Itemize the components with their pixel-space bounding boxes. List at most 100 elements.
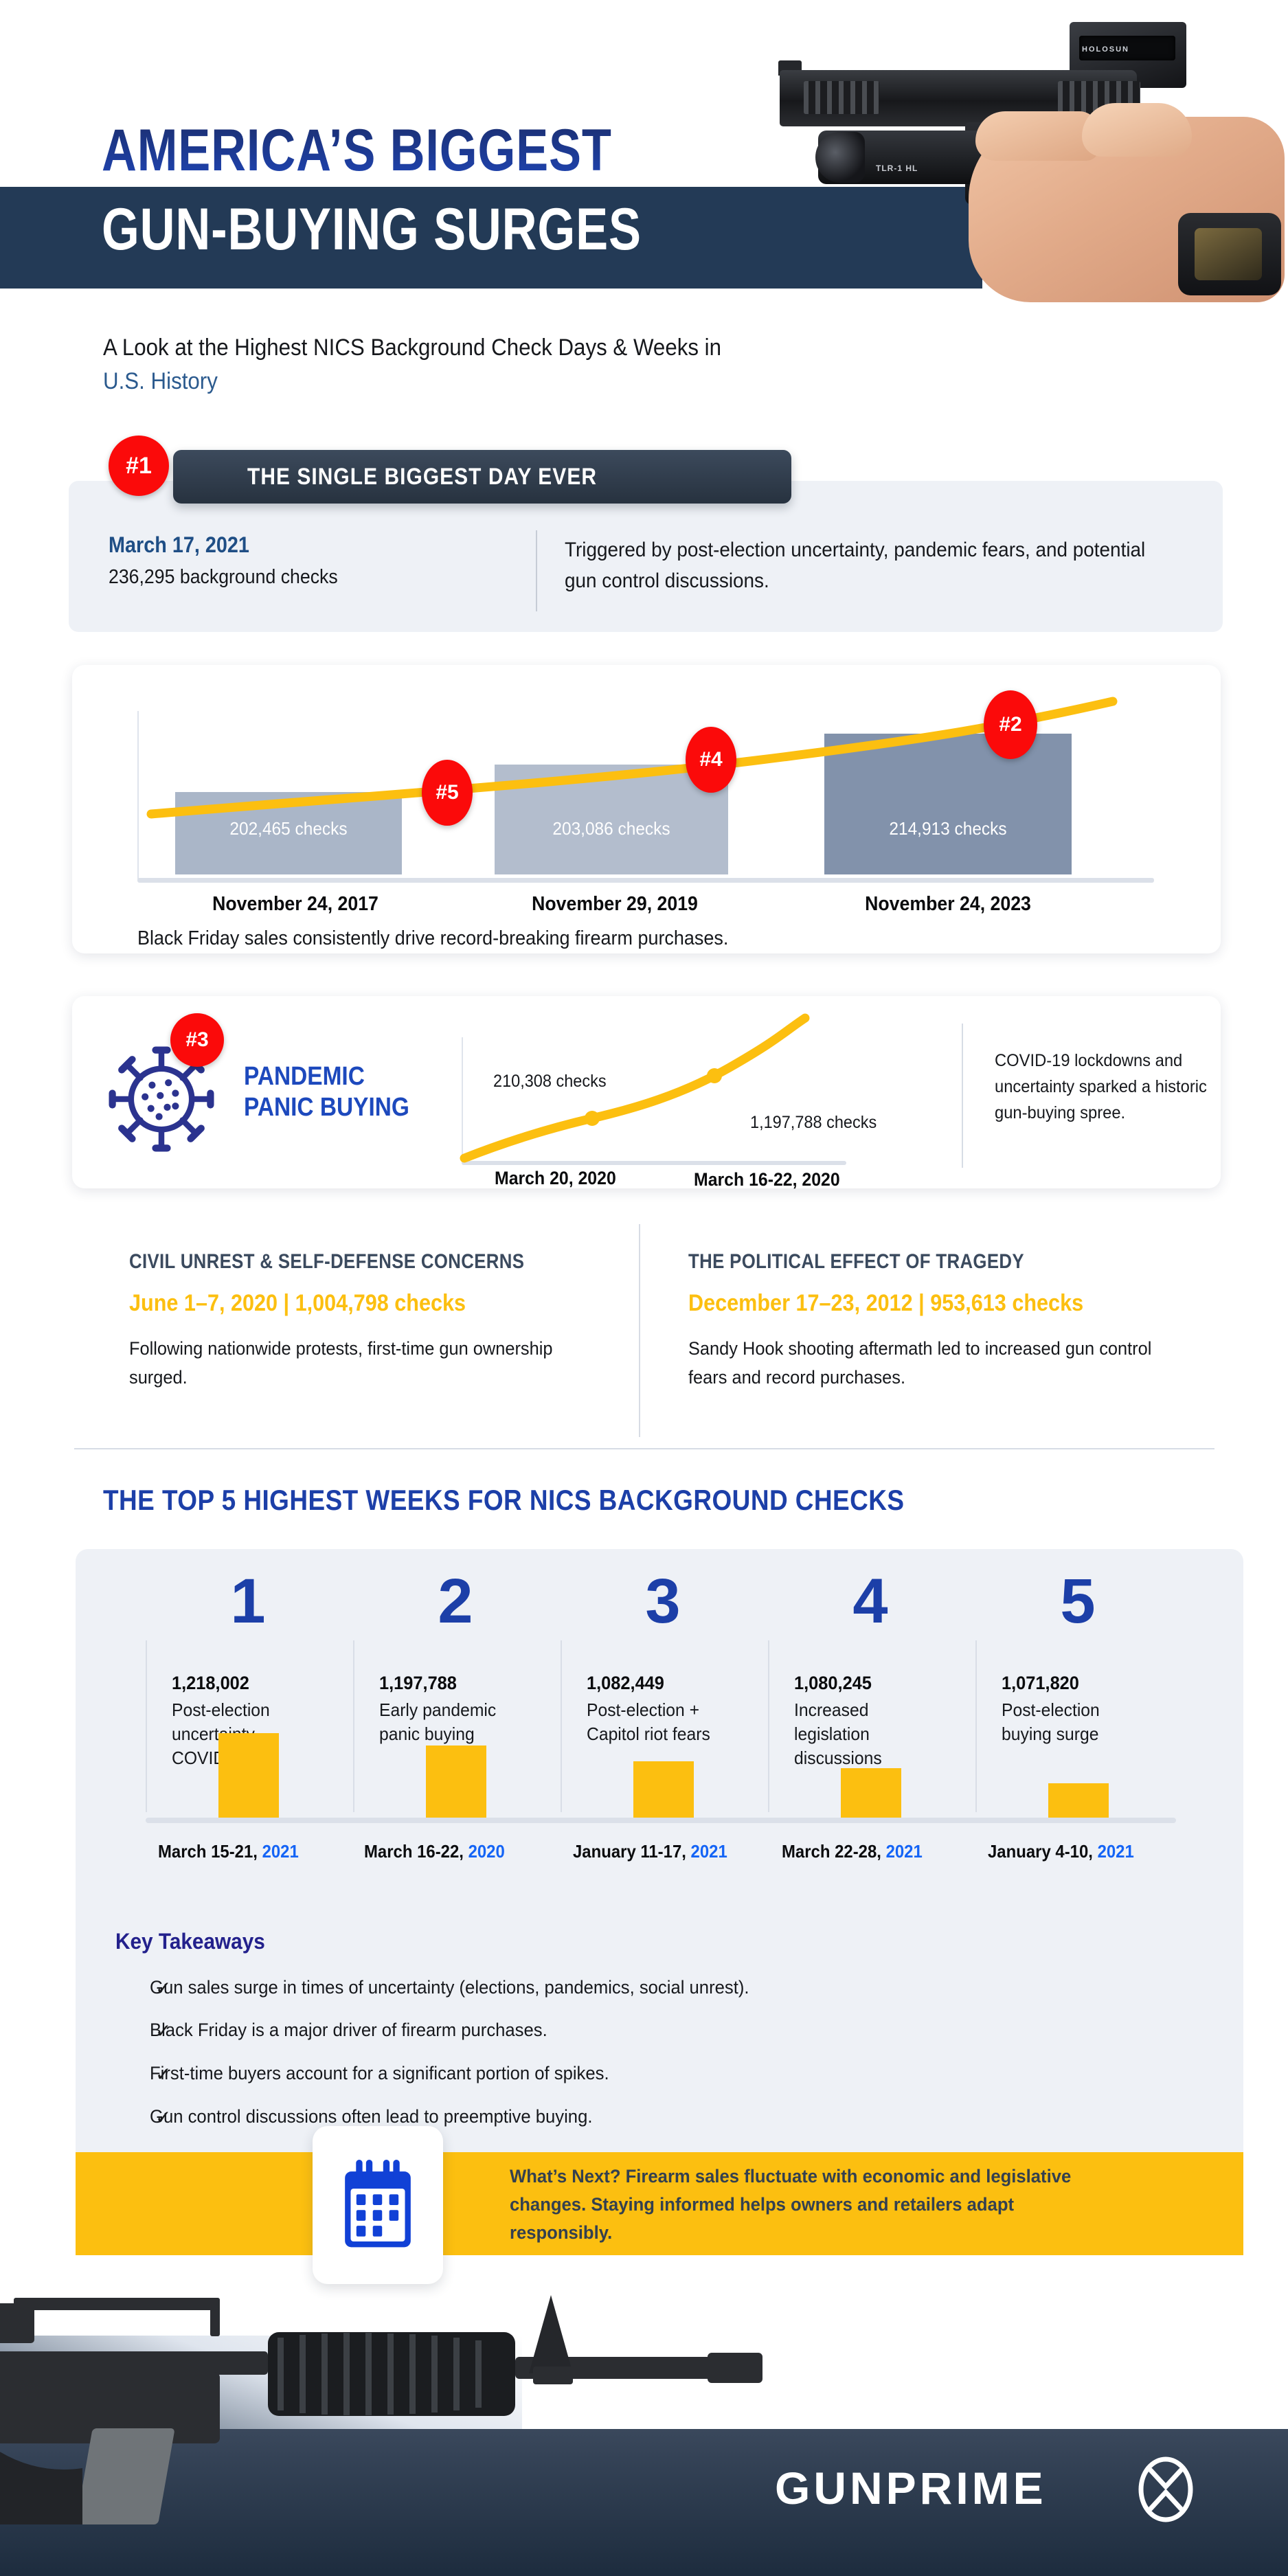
rank-badge-4: #4 (686, 727, 736, 793)
section-rule (74, 1448, 1214, 1449)
top5-value: 1,080,245 (794, 1673, 872, 1693)
column-political-effect-heading: THE POLITICAL EFFECT OF TRAGEDY (688, 1250, 1024, 1273)
top5-date-label: March 15-21, 2021 (158, 1841, 299, 1862)
single-biggest-day-header-label: THE SINGLE BIGGEST DAY EVER (247, 463, 598, 490)
black-friday-chart: 202,465 checks 203,086 checks 214,913 chec… (137, 697, 1154, 883)
column-civil-unrest: CIVIL UNREST & SELF-DEFENSE CONCERNS Jun… (129, 1250, 624, 1392)
single-biggest-day-date: March 17, 2021 (109, 532, 249, 557)
top5-date-label: January 4-10, 2021 (988, 1841, 1134, 1862)
thumb (1082, 103, 1192, 157)
coronavirus-icon (109, 1046, 214, 1152)
top5-rank-cell: 3 (559, 1570, 767, 1633)
rank-badge-3: #3 (170, 1013, 224, 1067)
wristwatch (1178, 213, 1281, 295)
top5-date-year: 2021 (885, 1841, 923, 1862)
black-friday-date-label: November 24, 2017 (212, 893, 379, 915)
top5-date-label: March 22-28, 2021 (782, 1841, 923, 1862)
footer-bar (0, 2429, 1288, 2576)
calendar-icon (345, 2159, 411, 2248)
pandemic-divider (962, 1024, 963, 1168)
check-icon: ✓ (155, 2020, 172, 2042)
single-biggest-day-description: Triggered by post-election uncertainty, … (565, 539, 1146, 592)
pandemic-chart (460, 1013, 846, 1165)
top5-rank-cell: 2 (352, 1570, 559, 1633)
key-takeaway-item: Black Friday is a major driver of firear… (150, 2020, 547, 2040)
top5-description: Early pandemic panic buying (379, 1699, 497, 1744)
whats-next-banner (76, 2152, 1243, 2255)
pandemic-x-axis (462, 1161, 846, 1165)
single-biggest-day-left: March 17, 2021 236,295 background checks (109, 532, 493, 589)
pandemic-date-2: March 16-22, 2020 (694, 1169, 840, 1190)
top5-x-axis (146, 1818, 1176, 1823)
hero-section: HOLOSUN TLR-1 HL AMERICA’S BIGGEST GUN-B… (0, 0, 1288, 323)
top5-value: 1,218,002 (172, 1673, 249, 1693)
top5-date-label: January 11-17, 2021 (573, 1841, 727, 1862)
optic-brand-label: HOLOSUN (1082, 45, 1129, 54)
pandemic-marker-2 (707, 1068, 722, 1083)
key-takeaway-item: First-time buyers account for a signific… (150, 2063, 609, 2083)
top5-rank-cell: 1 (144, 1570, 352, 1633)
ar15-rifle-photo (0, 2295, 762, 2524)
column-civil-unrest-body: Following nationwide protests, first-tim… (129, 1338, 553, 1388)
crosshair-logo-icon (1138, 2456, 1193, 2522)
top5-rank-number: 4 (852, 1566, 888, 1636)
pandemic-marker-1 (585, 1111, 600, 1126)
key-takeaways-title: Key Takeaways (115, 1929, 265, 1954)
top5-date-year: 2021 (1097, 1841, 1134, 1862)
weapon-light-label: TLR-1 HL (876, 163, 918, 173)
black-friday-y-axis (137, 711, 139, 879)
black-friday-date-labels: November 24, 2017 November 29, 2019 Novemb… (137, 893, 1154, 916)
check-icon: ✓ (155, 2064, 172, 2085)
page-subtitle: A Look at the Highest NICS Background Ch… (103, 331, 735, 399)
black-friday-bar-value: 203,086 checks (552, 818, 670, 839)
pandemic-title-line1: PANDEMIC (244, 1062, 365, 1091)
whats-next-text: What’s Next? Firearm sales fluctuate wit… (510, 2166, 1072, 2244)
top5-description: Increased legislation discussions (794, 1699, 882, 1768)
top5-rank-number: 2 (438, 1566, 473, 1636)
key-takeaway-item: Gun control discussions often lead to pr… (150, 2106, 593, 2127)
top5-card (76, 1549, 1243, 2167)
black-friday-date-label: November 29, 2019 (532, 893, 698, 915)
pandemic-line (460, 1013, 810, 1163)
black-friday-bar-value: 202,465 checks (229, 818, 348, 839)
top5-description: Post-election buying surge (1002, 1699, 1100, 1744)
pandemic-value-1: 210,308 checks (493, 1072, 607, 1091)
top5-title: THE TOP 5 HIGHEST WEEKS FOR NICS BACKGRO… (103, 1484, 905, 1516)
top5-bar (218, 1733, 279, 1818)
black-friday-bar: 214,913 checks (824, 734, 1072, 874)
weapon-light-lens (815, 132, 865, 183)
pandemic-y-axis (462, 1037, 463, 1162)
pandemic-card (72, 996, 1221, 1188)
pandemic-value-2: 1,197,788 checks (750, 1113, 877, 1132)
column-political-effect-body: Sandy Hook shooting aftermath led to inc… (688, 1338, 1152, 1388)
column-civil-unrest-amount: June 1–7, 2020 | 1,004,798 checks (129, 1290, 466, 1316)
top5-rank-cell: 5 (974, 1570, 1182, 1633)
check-icon: ✓ (155, 1978, 172, 1999)
top5-value: 1,071,820 (1002, 1673, 1079, 1693)
rank-badge-5: #5 (422, 760, 473, 826)
top5-value: 1,197,788 (379, 1673, 457, 1693)
page-title-line2: GUN-BUYING SURGES (102, 196, 642, 262)
top5-column-divider (768, 1640, 769, 1812)
single-biggest-day-card (69, 481, 1223, 632)
subtitle-text: A Look at the Highest NICS Background Ch… (103, 335, 722, 361)
rank-badge-2: #2 (984, 690, 1037, 759)
top5-date-year: 2020 (468, 1841, 505, 1862)
black-friday-bar-value: 214,913 checks (889, 818, 1007, 839)
top5-column-divider (561, 1640, 562, 1812)
top5-description: Post-election + Capitol riot fears (587, 1699, 710, 1744)
top5-rank-number: 5 (1060, 1566, 1096, 1636)
key-takeaway-item: Gun sales surge in times of uncertainty … (150, 1977, 749, 1998)
column-political-effect-amount: December 17–23, 2012 | 953,613 checks (688, 1290, 1084, 1316)
top5-date-year: 2021 (262, 1841, 299, 1862)
pandemic-description: COVID-19 lockdowns and uncertainty spark… (995, 1051, 1207, 1122)
single-biggest-day-divider (536, 530, 537, 611)
top5-value: 1,082,449 (587, 1673, 664, 1693)
top5-column-divider (975, 1640, 977, 1812)
pandemic-title: PANDEMIC PANIC BUYING (244, 1061, 409, 1123)
top5-rank-number: 3 (645, 1566, 681, 1636)
subtitle-highlight: U.S. History (103, 368, 218, 395)
top5-bar (426, 1745, 486, 1818)
